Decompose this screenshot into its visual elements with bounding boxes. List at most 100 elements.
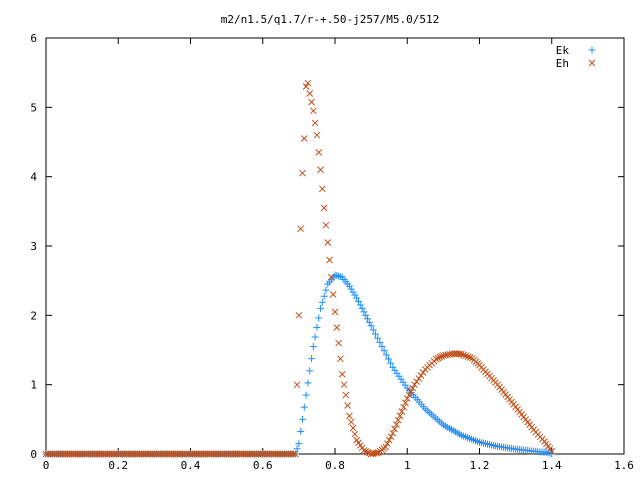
data-point — [309, 107, 317, 115]
y-tick-label: 1 — [30, 379, 37, 392]
data-point — [353, 294, 361, 302]
data-point — [369, 326, 377, 334]
data-point — [360, 447, 368, 454]
data-point — [331, 308, 339, 316]
data-point — [438, 353, 445, 360]
data-point — [336, 273, 344, 281]
legend-label: Eh — [556, 57, 569, 70]
data-point — [371, 330, 379, 338]
data-point — [315, 149, 323, 156]
data-point — [400, 403, 407, 411]
legend-label: Ek — [556, 44, 570, 57]
data-point — [419, 369, 427, 376]
data-point — [460, 351, 467, 359]
data-point — [373, 449, 380, 457]
x-tick-label: 0.8 — [325, 459, 345, 472]
data-point — [432, 355, 440, 363]
data-point — [407, 388, 415, 395]
data-point — [335, 272, 343, 280]
data-point — [354, 297, 362, 305]
x-tick-label: 0.2 — [108, 459, 128, 472]
data-point — [387, 433, 395, 441]
data-point — [367, 322, 375, 330]
data-point — [405, 391, 413, 399]
data-point — [382, 351, 390, 359]
data-point — [396, 412, 404, 420]
data-point — [458, 350, 465, 358]
data-point — [340, 381, 348, 389]
data-point — [311, 333, 319, 341]
data-point — [328, 273, 335, 281]
x-tick-label: 0 — [43, 459, 50, 472]
data-point — [466, 354, 474, 361]
x-tick-label: 1.2 — [470, 459, 490, 472]
data-point — [417, 372, 425, 379]
data-point — [346, 412, 353, 420]
data-point — [402, 399, 409, 407]
data-point — [315, 314, 323, 322]
data-point — [376, 338, 384, 346]
data-point — [456, 350, 463, 358]
data-point — [308, 355, 316, 363]
x-tick-label: 0.6 — [253, 459, 273, 472]
data-point — [313, 323, 321, 331]
data-point — [300, 403, 308, 411]
data-point — [345, 282, 353, 290]
data-point — [394, 416, 402, 424]
data-point — [351, 291, 359, 299]
data-point — [342, 391, 350, 399]
legend-marker — [588, 59, 596, 67]
data-point — [380, 347, 388, 355]
data-point — [356, 301, 364, 309]
data-point — [403, 395, 411, 402]
data-point — [297, 427, 305, 435]
data-point — [318, 298, 326, 306]
y-axis: 0 1 2 3 4 5 6 — [30, 32, 624, 461]
data-point — [313, 131, 321, 139]
data-point — [384, 440, 391, 447]
data-point — [409, 384, 417, 392]
y-tick-label: 0 — [30, 448, 37, 461]
data-point — [317, 166, 324, 174]
x-tick-label: 1.6 — [614, 459, 634, 472]
data-point — [462, 352, 470, 360]
data-point — [358, 304, 366, 312]
data-point — [389, 429, 397, 437]
data-point — [322, 221, 330, 229]
data-point — [393, 421, 400, 428]
data-point — [413, 378, 420, 385]
data-point — [329, 291, 337, 298]
legend-marker — [588, 46, 596, 54]
data-point — [344, 402, 351, 409]
data-point — [349, 288, 357, 296]
data-point — [436, 353, 444, 361]
data-point — [308, 98, 315, 106]
data-point — [384, 355, 392, 363]
data-point — [391, 425, 398, 433]
data-point — [333, 272, 341, 280]
data-point — [293, 381, 301, 389]
data-point — [326, 256, 333, 264]
plot-frame — [45, 37, 625, 455]
data-point — [338, 370, 346, 378]
data-point — [297, 225, 305, 233]
data-point — [337, 355, 344, 363]
data-point — [464, 353, 472, 361]
data-point — [304, 79, 312, 87]
data-point — [360, 308, 368, 316]
data-point — [333, 324, 341, 331]
data-point — [295, 440, 303, 448]
data-point — [320, 204, 328, 212]
data-point — [298, 415, 306, 423]
data-point — [304, 379, 312, 387]
x-tick-label: 1.4 — [542, 459, 562, 472]
data-point — [387, 359, 395, 367]
data-point — [385, 436, 393, 444]
data-point — [378, 343, 386, 351]
data-point — [299, 169, 306, 177]
data-point — [306, 367, 314, 375]
data-point — [311, 119, 319, 127]
data-point — [309, 343, 317, 351]
data-point — [398, 408, 406, 415]
